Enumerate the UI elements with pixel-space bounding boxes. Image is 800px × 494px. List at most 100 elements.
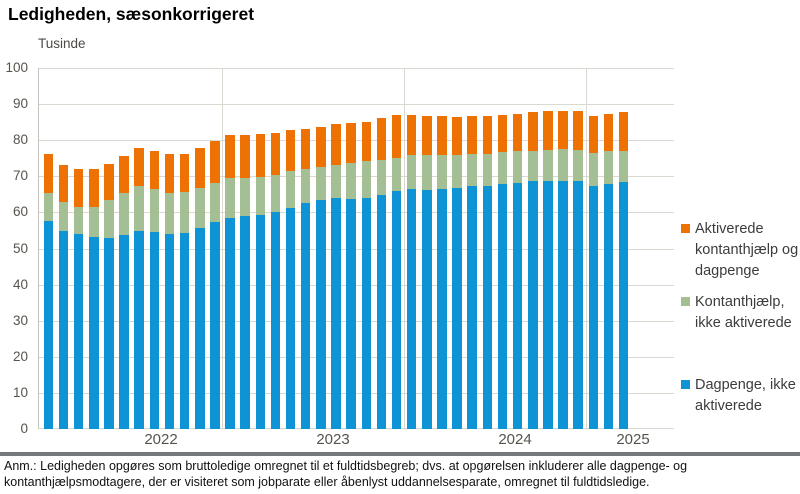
y-tick-label: 20	[12, 349, 28, 364]
y-axis-labels: 0 10 20 30 40 50 60 70 80 90 100	[0, 60, 33, 436]
bar-2024-11	[558, 110, 568, 429]
bar-segment-aktiverede	[300, 128, 311, 170]
bar-2025-01	[588, 115, 599, 429]
bar-segment-dagpenge	[588, 186, 599, 429]
bar-segment-kontanthjaelp	[255, 177, 266, 215]
bar-segment-aktiverede	[512, 114, 523, 152]
legend-label: Aktiverede kontanthjælp og dagpenge	[695, 221, 799, 279]
bar-2024-05	[467, 115, 477, 429]
bar-segment-aktiverede	[270, 132, 281, 175]
bar-2024-10	[543, 111, 553, 429]
bar-segment-dagpenge	[558, 181, 568, 429]
bar-segment-aktiverede	[240, 134, 250, 178]
bar-segment-aktiverede	[134, 148, 144, 187]
bar-2023-09	[346, 123, 356, 429]
bar-2023-12	[391, 115, 402, 429]
bar-segment-aktiverede	[528, 112, 538, 151]
bar-segment-aktiverede	[361, 122, 372, 161]
gridline-h	[39, 104, 674, 105]
bar-segment-aktiverede	[104, 164, 114, 201]
bar-segment-kontanthjaelp	[164, 193, 175, 235]
bar-segment-kontanthjaelp	[73, 206, 84, 235]
legend-swatch-icon	[681, 380, 690, 389]
bar-segment-aktiverede	[497, 114, 508, 153]
bar-2022-05	[104, 164, 114, 429]
bar-2023-01	[225, 135, 235, 429]
y-tick-label: 90	[12, 96, 28, 111]
bar-segment-dagpenge	[406, 189, 417, 429]
bar-segment-dagpenge	[240, 216, 250, 429]
bar-segment-dagpenge	[179, 232, 190, 429]
x-tick-label: 2024	[498, 431, 532, 448]
bar-segment-dagpenge	[104, 238, 114, 429]
bar-segment-kontanthjaelp	[497, 152, 508, 185]
gridline-h	[39, 393, 674, 394]
footer-divider-bar	[0, 452, 800, 456]
legend-item: Kontanthjælp, ikke aktiverede	[681, 292, 792, 334]
gridline-year	[222, 68, 223, 429]
bar-segment-kontanthjaelp	[58, 201, 69, 231]
x-tick-label: 2022	[144, 431, 178, 448]
bar-segment-aktiverede	[225, 135, 235, 178]
legend-label: Dagpenge, ikke aktiverede	[695, 377, 796, 414]
bar-segment-aktiverede	[603, 113, 614, 152]
legend-item: Aktiverede kontanthjælp og dagpenge	[681, 219, 798, 282]
bar-2023-08	[331, 124, 341, 429]
bar-2024-02	[422, 116, 432, 429]
bar-segment-dagpenge	[270, 212, 281, 429]
y-tick-label: 30	[12, 313, 28, 328]
bar-segment-aktiverede	[558, 110, 568, 150]
bar-2023-07	[316, 126, 326, 429]
bar-segment-aktiverede	[119, 156, 129, 194]
bar-2024-03	[437, 116, 447, 429]
bar-segment-kontanthjaelp	[300, 169, 311, 203]
bar-2023-05	[285, 130, 296, 429]
legend-swatch-icon	[681, 297, 690, 306]
gridline-year	[404, 68, 405, 429]
bar-segment-dagpenge	[618, 182, 629, 429]
bar-segment-dagpenge	[149, 231, 160, 429]
bar-segment-aktiverede	[73, 169, 84, 207]
bar-segment-dagpenge	[43, 221, 54, 429]
bar-segment-aktiverede	[588, 115, 599, 154]
bar-segment-aktiverede	[406, 115, 417, 155]
bar-segment-aktiverede	[195, 148, 205, 188]
bar-2023-04	[270, 132, 281, 429]
bar-2023-03	[255, 133, 266, 429]
bar-segment-dagpenge	[497, 184, 508, 429]
legend-label: Kontanthjælp, ikke aktiverede	[695, 294, 792, 331]
bar-segment-aktiverede	[164, 154, 175, 194]
bar-segment-aktiverede	[467, 115, 477, 155]
bar-segment-kontanthjaelp	[512, 151, 523, 184]
bar-segment-kontanthjaelp	[406, 155, 417, 190]
bar-segment-aktiverede	[89, 169, 99, 208]
bar-segment-kontanthjaelp	[346, 163, 356, 200]
x-axis-labels: 2022 2023 2024 2025	[38, 431, 673, 451]
bar-segment-dagpenge	[346, 199, 356, 429]
bar-segment-aktiverede	[285, 130, 296, 172]
bar-2024-01	[406, 115, 417, 429]
bar-segment-dagpenge	[73, 234, 84, 429]
y-tick-label: 10	[12, 385, 28, 400]
bar-segment-dagpenge	[300, 202, 311, 429]
bar-segment-aktiverede	[543, 111, 553, 150]
bar-segment-kontanthjaelp	[467, 154, 477, 187]
bar-segment-dagpenge	[331, 197, 341, 429]
bar-segment-aktiverede	[316, 126, 326, 167]
bar-segment-kontanthjaelp	[179, 191, 190, 233]
footnote-text: Anm.: Ledigheden opgøres som bruttoledig…	[4, 459, 688, 489]
bar-segment-kontanthjaelp	[240, 177, 250, 217]
bar-segment-aktiverede	[179, 153, 190, 192]
y-tick-label: 0	[20, 421, 28, 436]
bar-segment-dagpenge	[391, 191, 402, 429]
bar-segment-dagpenge	[467, 186, 477, 429]
bar-segment-dagpenge	[361, 197, 372, 429]
gridline-h	[39, 140, 674, 141]
bar-segment-kontanthjaelp	[285, 171, 296, 208]
bar-segment-aktiverede	[149, 150, 160, 189]
bar-segment-dagpenge	[285, 207, 296, 429]
bar-segment-aktiverede	[210, 140, 220, 184]
bar-segment-kontanthjaelp	[89, 207, 99, 237]
bar-segment-kontanthjaelp	[149, 188, 160, 232]
